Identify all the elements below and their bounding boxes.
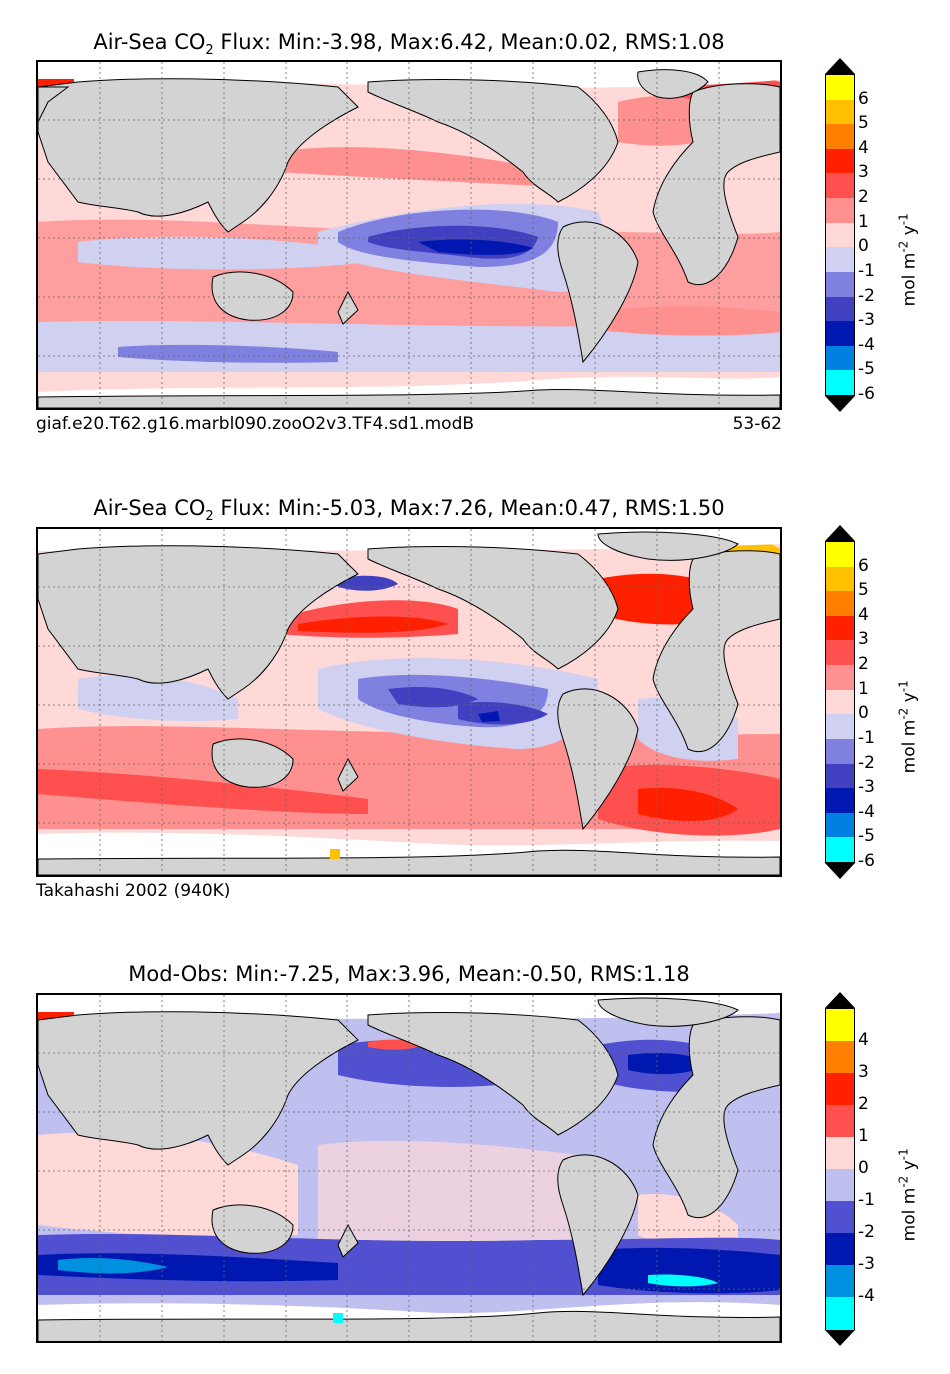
colorbar-tick-label: 1 <box>858 211 869 232</box>
panel-3-colorbar-label: mol m-2 y-1 <box>896 1148 920 1242</box>
colorbar-tick-label: 0 <box>858 236 869 257</box>
colorbar-min-arrow <box>825 396 855 412</box>
colorbar-tick-label: -6 <box>858 851 875 871</box>
colorbar-swatch <box>826 738 854 765</box>
colorbar-swatch <box>826 124 854 150</box>
colorbar-tick-label: 1 <box>858 1126 869 1146</box>
colorbar-swatch <box>826 1137 854 1170</box>
colorbar-swatch <box>826 198 854 224</box>
panel-3-colorbar: 4 3 2 1 0 -1 -2 -3 -4 <box>825 992 875 1346</box>
colorbar-tick-label: 2 <box>858 654 869 675</box>
colorbar-swatch <box>826 345 854 371</box>
panel-2-map-svg <box>38 529 780 875</box>
colorbar-swatch <box>826 296 854 322</box>
colorbar-swatch <box>826 812 854 838</box>
colorbar-tick-label: -4 <box>858 334 875 355</box>
colorbar-tick-label: -5 <box>858 826 875 847</box>
colorbar-max-arrow <box>825 58 855 74</box>
colorbar-scale <box>825 541 855 863</box>
panel-3-map-svg <box>38 995 780 1341</box>
colorbar-tick-label: 5 <box>858 113 869 134</box>
colorbar-tick-label: -3 <box>858 777 875 798</box>
panel-2-caption-left: Takahashi 2002 (940K) <box>36 881 231 901</box>
colorbar-swatch <box>826 788 854 814</box>
panel-1-map <box>36 60 782 410</box>
colorbar-max-arrow <box>825 525 855 541</box>
colorbar-tick-label: 4 <box>858 604 869 625</box>
colorbar-scale <box>825 1008 855 1330</box>
colorbar-max-arrow <box>825 992 855 1008</box>
colorbar-tick-label: 0 <box>858 703 869 724</box>
colorbar-swatch <box>826 173 854 199</box>
panel-1-colorbar-label: mol m-2 y-1 <box>896 213 920 307</box>
colorbar-tick-label: 6 <box>858 555 869 576</box>
colorbar-tick-label: -3 <box>858 310 875 331</box>
colorbar-swatch <box>826 1073 854 1106</box>
colorbar-swatch <box>826 1009 854 1042</box>
colorbar-tick-label: 3 <box>858 1062 869 1082</box>
colorbar-swatch <box>826 1265 854 1298</box>
colorbar-swatch <box>826 271 854 298</box>
colorbar-swatch <box>826 1169 854 1202</box>
colorbar-swatch <box>826 763 854 789</box>
colorbar-tick-label: -2 <box>858 285 875 306</box>
panel-1-title: Air-Sea CO2 Flux: Min:-3.98, Max:6.42, M… <box>93 30 725 59</box>
colorbar-tick-label: -4 <box>858 1286 875 1306</box>
colorbar-swatch <box>826 75 854 101</box>
colorbar-tick-label: -3 <box>858 1254 875 1274</box>
colorbar-swatch <box>826 689 854 715</box>
panel-1-map-svg <box>38 62 780 408</box>
colorbar-swatch <box>826 321 854 347</box>
panel-3-map <box>36 993 782 1343</box>
colorbar-swatch <box>826 99 854 125</box>
colorbar-swatch <box>826 542 854 568</box>
colorbar-swatch <box>826 247 854 273</box>
colorbar-swatch <box>826 148 854 174</box>
colorbar-min-arrow <box>825 863 855 879</box>
colorbar-tick-label: -4 <box>858 801 875 822</box>
colorbar-swatch <box>826 1233 854 1266</box>
colorbar-tick-label: 6 <box>858 88 869 109</box>
colorbar-tick-label: -5 <box>858 359 875 380</box>
colorbar-swatch <box>826 1297 854 1330</box>
colorbar-swatch <box>826 615 854 641</box>
colorbar-tick-label: -1 <box>858 727 875 748</box>
colorbar-tick-label: 2 <box>858 187 869 208</box>
colorbar-tick-label: 2 <box>858 1094 869 1114</box>
colorbar-tick-label: 5 <box>858 580 869 601</box>
colorbar-swatch <box>826 1201 854 1234</box>
panel-2-colorbar-label: mol m-2 y-1 <box>896 680 920 774</box>
colorbar-swatch <box>826 665 854 691</box>
panel-1-caption-right: 53-62 <box>732 414 782 434</box>
panel-3-title: Mod-Obs: Min:-7.25, Max:3.96, Mean:-0.50… <box>128 962 690 986</box>
colorbar-tick-label: 4 <box>858 1030 869 1050</box>
colorbar-tick-label: -2 <box>858 752 875 773</box>
colorbar-min-arrow <box>825 1330 855 1346</box>
panel-2-map <box>36 527 782 877</box>
colorbar-tick-label: 3 <box>858 162 869 183</box>
panel-1-colorbar: 6 5 4 3 2 1 0 -1 -2 -3 -4 -5 -6 <box>825 58 875 412</box>
colorbar-swatch <box>826 591 854 617</box>
colorbar-tick-label: 1 <box>858 678 869 699</box>
colorbar-tick-label: 0 <box>858 1158 869 1178</box>
colorbar-scale <box>825 74 855 396</box>
colorbar-tick-label: 4 <box>858 137 869 158</box>
panel-2-colorbar: 6 5 4 3 2 1 0 -1 -2 -3 -4 -5 -6 <box>825 525 875 879</box>
colorbar-swatch <box>826 640 854 666</box>
colorbar-tick-label: -6 <box>858 384 875 404</box>
colorbar-swatch <box>826 370 854 396</box>
colorbar-swatch <box>826 714 854 740</box>
colorbar-swatch <box>826 1041 854 1074</box>
colorbar-tick-label: 3 <box>858 629 869 650</box>
colorbar-swatch <box>826 1105 854 1138</box>
panel-2-title: Air-Sea CO2 Flux: Min:-5.03, Max:7.26, M… <box>93 496 725 525</box>
colorbar-swatch <box>826 837 854 863</box>
colorbar-swatch <box>826 566 854 592</box>
panel-1-caption-left: giaf.e20.T62.g16.marbl090.zooO2v3.TF4.sd… <box>36 414 475 434</box>
colorbar-tick-label: -1 <box>858 260 875 281</box>
colorbar-tick-label: -2 <box>858 1222 875 1242</box>
colorbar-swatch <box>826 222 854 248</box>
colorbar-tick-label: -1 <box>858 1190 875 1210</box>
